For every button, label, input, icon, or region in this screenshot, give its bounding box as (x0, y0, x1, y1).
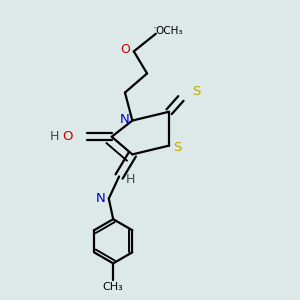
Text: S: S (173, 141, 182, 154)
Text: N: N (120, 112, 130, 126)
Text: H: H (126, 173, 136, 186)
Text: N: N (96, 192, 106, 205)
Text: OCH₃: OCH₃ (167, 33, 170, 34)
Text: O: O (121, 44, 130, 56)
Text: S: S (192, 85, 200, 98)
Text: CH₃: CH₃ (103, 282, 124, 292)
Text: OCH₃: OCH₃ (155, 26, 183, 36)
Text: H: H (50, 130, 60, 143)
Text: O: O (62, 130, 73, 143)
Text: methoxy: methoxy (154, 27, 161, 28)
